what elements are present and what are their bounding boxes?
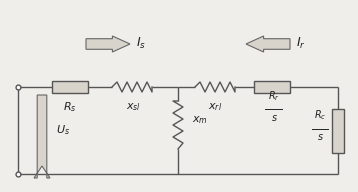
Text: $x_{rl}$: $x_{rl}$ — [208, 101, 222, 113]
Text: $R_c$: $R_c$ — [314, 109, 326, 122]
Text: $R_s$: $R_s$ — [63, 100, 77, 114]
Text: $U_s$: $U_s$ — [56, 124, 70, 137]
Text: $I_s$: $I_s$ — [136, 36, 146, 50]
Polygon shape — [86, 36, 130, 52]
Bar — [332, 108, 344, 152]
Text: $x_{sl}$: $x_{sl}$ — [126, 101, 141, 113]
Text: $R_r$: $R_r$ — [268, 89, 280, 103]
Text: $x_m$: $x_m$ — [192, 114, 208, 126]
Polygon shape — [34, 95, 50, 178]
Text: $s$: $s$ — [316, 132, 323, 142]
Polygon shape — [246, 36, 290, 52]
Text: $s$: $s$ — [271, 113, 277, 123]
Bar — [52, 81, 88, 93]
Text: $I_r$: $I_r$ — [296, 36, 306, 50]
Bar — [254, 81, 290, 93]
